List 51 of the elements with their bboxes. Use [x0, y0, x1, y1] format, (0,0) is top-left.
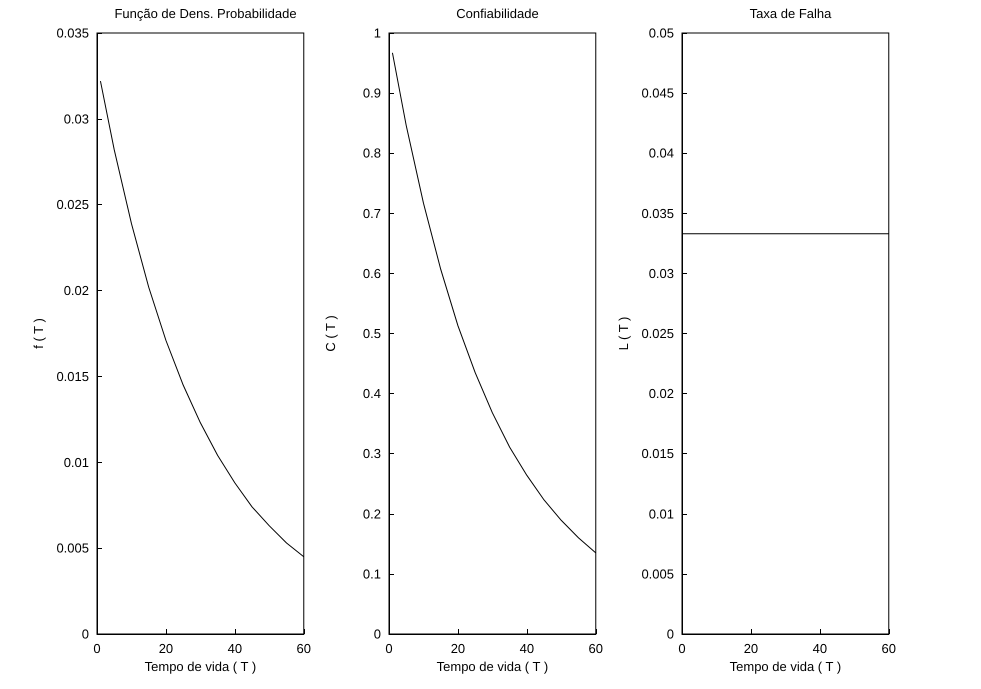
- x-tick-label: 40: [812, 641, 828, 656]
- chart-title: Confiabilidade: [456, 6, 539, 21]
- y-tick-label: 0.3: [362, 446, 381, 462]
- y-tick-label: 0.1: [362, 566, 381, 582]
- y-tick-label: 0.8: [362, 146, 381, 161]
- y-tick-label: 0.2: [362, 506, 381, 522]
- x-tick-label: 60: [588, 641, 604, 656]
- x-tick-label: 0: [385, 641, 393, 656]
- x-axis-title: Tempo de vida ( T ): [730, 658, 842, 674]
- x-tick-label: 20: [744, 641, 758, 656]
- y-tick-label: 1: [374, 26, 381, 40]
- y-tick-label: 0.01: [648, 506, 674, 522]
- x-tick-label: 0: [93, 641, 101, 656]
- y-tick-label: 0.005: [641, 566, 674, 582]
- y-tick-label: 0.03: [64, 111, 89, 126]
- y-tick-label: 0.01: [64, 454, 89, 470]
- x-axis-title: Tempo de vida ( T ): [436, 658, 548, 674]
- y-tick-label: 0.045: [641, 86, 674, 101]
- y-axis-title: f ( T ): [31, 318, 46, 349]
- x-axis-title: Tempo de vida ( T ): [144, 658, 256, 674]
- y-tick-label: 0.02: [648, 386, 674, 402]
- x-tick-label: 60: [882, 641, 896, 656]
- y-tick-label: 0.7: [362, 206, 381, 221]
- y-axis-title: C ( T ): [323, 315, 338, 352]
- y-tick-label: 0.035: [56, 26, 89, 40]
- y-tick-label: 0.025: [641, 326, 674, 341]
- y-tick-label: 0.03: [648, 266, 674, 281]
- y-tick-label: 0.005: [56, 540, 89, 556]
- y-tick-label: 0.04: [648, 146, 674, 161]
- y-axis-title: L ( T ): [616, 316, 631, 350]
- y-tick-label: 0.6: [362, 266, 381, 281]
- y-tick-label: 0: [374, 626, 381, 642]
- y-tick-label: 0.025: [56, 197, 89, 212]
- chart-title: Função de Dens. Probabilidade: [114, 6, 297, 21]
- y-tick-label: 0.05: [648, 26, 674, 40]
- y-tick-label: 0.5: [362, 326, 381, 341]
- x-tick-label: 60: [296, 641, 312, 656]
- chart-title: Taxa de Falha: [750, 6, 832, 21]
- y-tick-label: 0.4: [362, 386, 381, 402]
- x-tick-label: 0: [678, 641, 686, 656]
- y-tick-label: 0.035: [641, 206, 674, 221]
- y-tick-label: 0.02: [64, 283, 89, 298]
- y-tick-label: 0: [82, 626, 89, 642]
- y-tick-label: 0.015: [641, 446, 674, 462]
- x-tick-label: 20: [450, 641, 466, 656]
- x-tick-label: 20: [158, 641, 174, 656]
- y-tick-label: 0: [666, 626, 674, 642]
- x-tick-label: 40: [228, 641, 242, 656]
- x-tick-label: 40: [520, 641, 534, 656]
- y-tick-label: 0.015: [56, 368, 89, 384]
- y-tick-label: 0.9: [362, 86, 381, 101]
